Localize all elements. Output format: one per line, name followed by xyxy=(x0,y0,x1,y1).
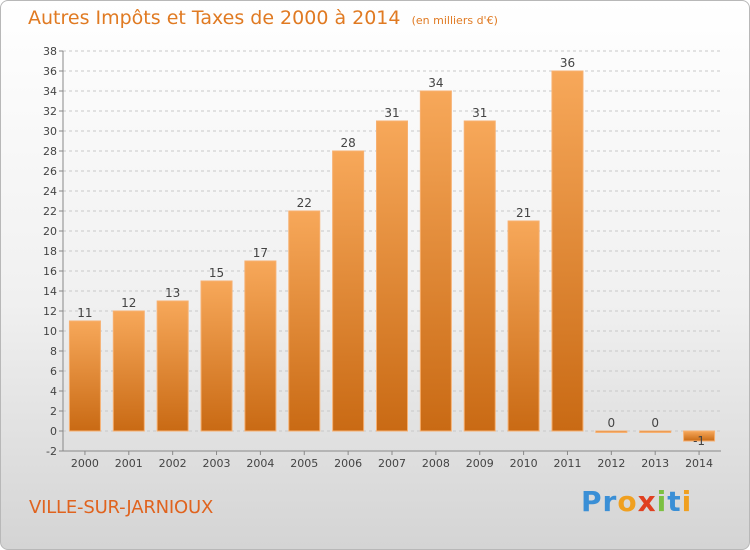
bar-2005 xyxy=(288,210,321,432)
data-label: 22 xyxy=(297,196,312,210)
y-tick-label: 8 xyxy=(50,345,57,358)
x-tick-label: 2012 xyxy=(597,457,625,470)
logo-letter: t xyxy=(667,485,682,518)
y-tick-label: 6 xyxy=(50,365,57,378)
y-tick-label: 22 xyxy=(43,205,57,218)
bar-2008 xyxy=(419,90,452,432)
x-tick-label: 2013 xyxy=(641,457,669,470)
chart-subtitle: (en milliers d'€) xyxy=(411,14,498,27)
y-tick-label: 10 xyxy=(43,325,57,338)
y-tick-label: 0 xyxy=(50,425,57,438)
logo-letter: o xyxy=(617,485,638,518)
y-tick-label: 32 xyxy=(43,105,57,118)
logo-letter: r xyxy=(602,485,618,518)
y-tick-label: 14 xyxy=(43,285,57,298)
x-tick-label: 2003 xyxy=(203,457,231,470)
data-label: 21 xyxy=(516,206,531,220)
x-tick-label: 2007 xyxy=(378,457,406,470)
bar-2013 xyxy=(639,430,672,433)
bar-2012 xyxy=(595,430,628,433)
bars xyxy=(68,70,716,442)
data-label: 36 xyxy=(560,56,575,70)
y-tick-label: 28 xyxy=(43,145,57,158)
chart-title-block: Autres Impôts et Taxes de 2000 à 2014 (e… xyxy=(28,7,498,29)
x-tick-label: 2009 xyxy=(466,457,494,470)
x-tick-label: 2011 xyxy=(553,457,581,470)
data-label: 31 xyxy=(384,106,399,120)
y-tick-label: -2 xyxy=(46,445,57,458)
data-label: 15 xyxy=(209,266,224,280)
bar-2009 xyxy=(463,120,496,432)
x-tick-label: 2010 xyxy=(510,457,538,470)
y-tick-label: 26 xyxy=(43,165,57,178)
data-label: 31 xyxy=(472,106,487,120)
bar-2000 xyxy=(68,320,101,432)
bar-2002 xyxy=(156,300,189,432)
data-label: 12 xyxy=(121,296,136,310)
labels: 11 12 13 15 17 22 28 31 34 31 21 36 0 0 -1 xyxy=(77,56,705,448)
logo-letter: i xyxy=(656,485,668,518)
data-label: 28 xyxy=(340,136,355,150)
logo-letter: x xyxy=(637,485,657,518)
y-tick-label: 38 xyxy=(43,45,57,58)
bar-2004 xyxy=(244,260,277,432)
x-tick-label: 2002 xyxy=(159,457,187,470)
x-tick-label: 2014 xyxy=(685,457,713,470)
y-tick-label: 2 xyxy=(50,405,57,418)
data-label: 17 xyxy=(253,246,268,260)
bar-2010 xyxy=(507,220,540,432)
y-tick-label: 24 xyxy=(43,185,57,198)
data-label: 11 xyxy=(77,306,92,320)
bar-2003 xyxy=(200,280,233,432)
bar-2007 xyxy=(376,120,408,432)
y-tick-label: 16 xyxy=(43,265,57,278)
chart-title: Autres Impôts et Taxes de 2000 à 2014 xyxy=(28,7,401,29)
data-label: 13 xyxy=(165,286,180,300)
x-tick-label: 2000 xyxy=(71,457,99,470)
commune-name: VILLE-SUR-JARNIOUX xyxy=(29,497,214,518)
y-tick-label: 20 xyxy=(43,225,57,238)
proxiti-logo: Proxiti xyxy=(581,485,692,518)
x-tick-label: 2004 xyxy=(246,457,274,470)
y-tick-label: 18 xyxy=(43,245,57,258)
data-label: 0 xyxy=(608,416,616,430)
x-tick-label: 2005 xyxy=(290,457,318,470)
logo-letter: i xyxy=(681,485,693,518)
y-tick-label: 30 xyxy=(43,125,57,138)
y-tick-label: 12 xyxy=(43,305,57,318)
logo-letter: P xyxy=(581,485,603,518)
bar-2006 xyxy=(332,150,365,432)
x-tick-label: 2001 xyxy=(115,457,143,470)
data-label: 0 xyxy=(651,416,659,430)
y-tick-label: 36 xyxy=(43,65,57,78)
x-tick-label: 2006 xyxy=(334,457,362,470)
y-tick-label: 4 xyxy=(50,385,57,398)
data-label: -1 xyxy=(693,434,705,448)
x-tick-label: 2008 xyxy=(422,457,450,470)
bar-2001 xyxy=(112,310,145,432)
bar-2014 xyxy=(683,430,716,442)
y-tick-label: 34 xyxy=(43,85,57,98)
bar-2011 xyxy=(551,70,584,432)
data-label: 34 xyxy=(428,76,443,90)
axes: -202468101214161820222426283032343638200… xyxy=(43,45,721,470)
